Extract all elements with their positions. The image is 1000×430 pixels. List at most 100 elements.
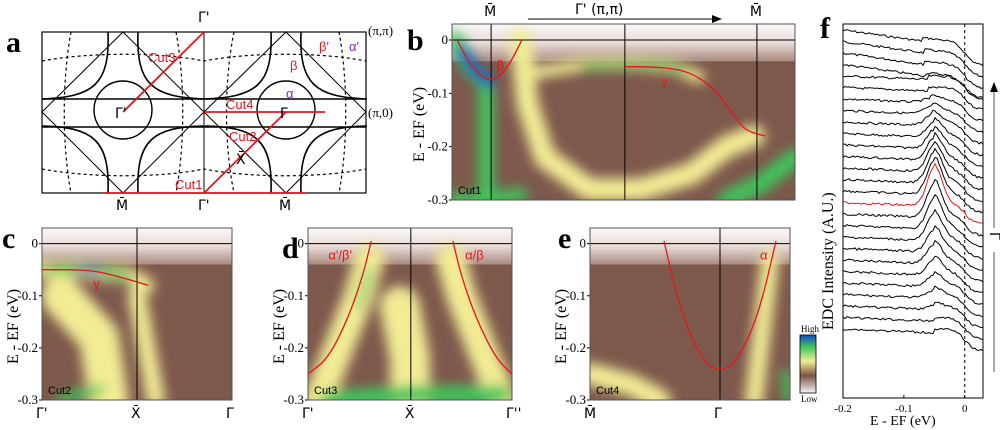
cut3-line [122, 31, 205, 113]
above-fermi-region [452, 24, 795, 62]
ytick-label: -0.2 [283, 340, 304, 355]
band-label: α [760, 247, 768, 262]
ylabel: E - EF (eV) [5, 289, 22, 364]
cut-label: Cut1 [458, 185, 481, 197]
band-label: α'/β' [328, 247, 352, 262]
kpoint-label: Γ̄ [714, 406, 722, 422]
alpha-pocket [93, 80, 153, 140]
intensity-band [56, 384, 104, 400]
ytick-label: -0.3 [565, 392, 586, 407]
band-dispersion-α/β [452, 240, 513, 375]
kpoint-label: X̄ [405, 404, 415, 422]
edc-curve [842, 109, 984, 145]
panel-e-cut4-spectrum: M̄ Γ̄ 0 -0.1 -0.2 -0.3 E - EF (eV) Cut4 α [553, 227, 791, 422]
cut-label: Cut4 [596, 385, 619, 397]
f-arrow-label: Γ̄ [986, 232, 1000, 240]
kpoint-label: M̄ [484, 2, 496, 20]
kpoint-label: Γ̄ [226, 406, 234, 422]
kpoint-label: M̄ [584, 404, 596, 422]
kpoint-label: X̄ [131, 404, 141, 422]
xtick-label: 0 [962, 403, 968, 415]
cut2-line [203, 111, 287, 194]
colorbar-low: Low [801, 394, 818, 404]
intensity-band [590, 362, 671, 400]
label-gamma-top: Γ̄' [198, 10, 210, 26]
panel-letter-d: d [282, 232, 299, 265]
edc-curve [842, 131, 984, 179]
intensity-band [319, 385, 511, 400]
beta-contour [300, 125, 368, 194]
band-dispersion-α'/β' [307, 240, 372, 375]
plot-frame [589, 227, 791, 401]
ytick-label: -0.2 [427, 139, 448, 154]
label-gamma-prime-center: Γ̄' [115, 106, 127, 122]
plot-frame [842, 23, 984, 399]
f-direction-arrow: Γ̄ [986, 82, 1000, 372]
edc-curve [842, 270, 984, 305]
edc-curve [842, 29, 984, 67]
edc-curve [842, 255, 984, 293]
band-label: β [497, 57, 504, 72]
panel-letter-a: a [6, 26, 21, 59]
intensity-band [579, 62, 689, 73]
intensity-band [356, 266, 373, 310]
intensity-band [42, 275, 129, 400]
plot-frame [41, 227, 233, 401]
label-pi-0: (π,0) [368, 105, 393, 120]
label-gamma-bottom: Γ̄' [198, 198, 210, 214]
fermi-surface-labels: Γ̄' (π,π) (π,0) M̄ Γ̄' M̄ Γ̄' Γ̄ X̄ Cut3… [115, 10, 393, 214]
panel-letter-c: c [2, 222, 15, 255]
label-m-right: M̄ [279, 196, 291, 214]
panel-b-cut1-spectrum: M̄ M̄ 0 -0.1 -0.2 -0.3 E - EF (eV) Cut1 β γ [411, 2, 796, 207]
label-cut1: Cut1 [175, 177, 202, 192]
fermi-surface-diagram [41, 31, 368, 194]
panel-c-cut2-spectrum: Γ̄' X̄ Γ̄ 0 -0.1 -0.2 -0.3 E - EF (eV) Cut2 γ [5, 227, 234, 422]
label-gamma-center: Γ̄ [280, 106, 288, 122]
label-m-left: M̄ [116, 196, 128, 214]
edc-curve [842, 94, 984, 122]
intensity-band [128, 286, 165, 400]
ytick-label: -0.3 [427, 192, 448, 207]
band-label: γ [661, 73, 668, 88]
panel-letter-e: e [558, 222, 571, 255]
edc-curve [842, 285, 984, 318]
label-beta-prime: β' [319, 39, 329, 54]
edc-curve [842, 40, 984, 78]
edc-curve [842, 194, 984, 248]
edc-curve [842, 147, 984, 203]
edc-curve [842, 327, 984, 352]
edc-curve [843, 239, 984, 283]
beta-prime-contour [338, 31, 347, 194]
band-dispersion-α [663, 240, 777, 371]
panel-d-cut3-spectrum: Γ̄' X̄ Γ̄'' 0 -0.1 -0.2 -0.3 E - EF (eV) Cut3 α'/… [271, 227, 522, 422]
beta-prime-contour [63, 31, 72, 194]
label-pi-pi: (π,π) [368, 23, 393, 38]
label-x-point: X̄ [236, 150, 246, 168]
ylabel: E - EF (eV) [411, 87, 428, 162]
edc-curve [842, 125, 984, 168]
band-dispersion-γ [41, 269, 149, 286]
ytick-label: -0.2 [565, 340, 586, 355]
edc-curve [842, 178, 984, 237]
label-beta: β [290, 58, 297, 73]
panel-f-edc-stack: -0.2 -0.1 0 [834, 23, 984, 415]
band-dispersion-β [456, 39, 523, 80]
f-xlabel: E - EF (eV) [870, 414, 936, 429]
edc-curve [842, 116, 984, 157]
kpoint-label: Γ̄' [36, 406, 48, 422]
intensity-band [509, 29, 765, 200]
edc-curve [842, 157, 984, 214]
ytick-label: -0.3 [283, 392, 304, 407]
ytick-label: 0 [298, 236, 305, 251]
ytick-label: 0 [32, 236, 39, 251]
panel-letter-b: b [407, 24, 424, 57]
f-ylabel: EDC Intensity (A.U.) [820, 192, 837, 330]
beta-prime-contour [175, 31, 184, 194]
beta-contour [41, 125, 109, 194]
above-fermi-region [308, 228, 512, 265]
ytick-label: -0.1 [427, 85, 448, 100]
edc-curve [842, 74, 984, 99]
plot-frame [307, 227, 513, 401]
band-dispersion-γ [624, 66, 766, 137]
